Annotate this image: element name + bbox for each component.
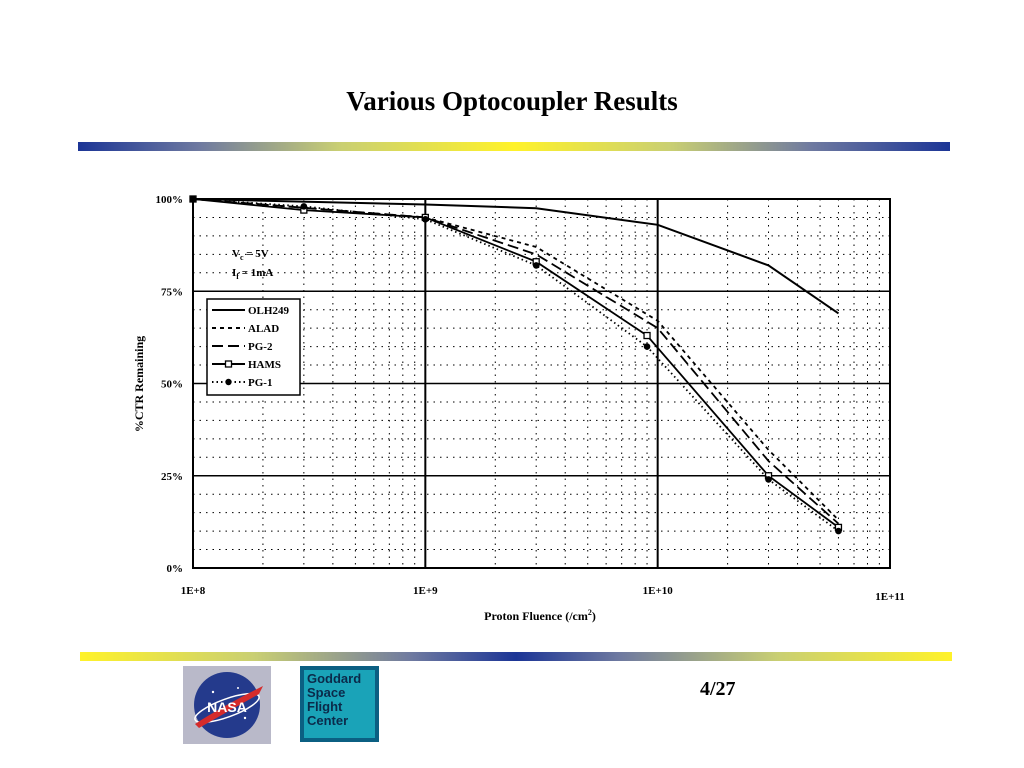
y-axis-label: %CTR Remaining: [132, 336, 146, 432]
data-point: [835, 527, 842, 535]
title-divider-bar: [78, 142, 950, 151]
data-point: [422, 215, 429, 223]
y-tick-label: 75%: [161, 286, 183, 298]
legend-frame: [206, 298, 301, 396]
legend-item: ALAD: [212, 323, 279, 335]
nasa-logo-text: NASA: [207, 699, 247, 715]
condition-if: If = 1mA: [232, 267, 273, 281]
y-tick-labels: 0% 25% 50% 75% 100%: [156, 194, 184, 575]
nasa-meatball-icon: NASA: [194, 672, 263, 738]
slide-title: Various Optocoupler Results: [346, 86, 678, 116]
y-tick-label: 100%: [156, 194, 184, 206]
y-tick-label: 25%: [161, 471, 183, 483]
legend-item: PG-2: [212, 341, 273, 353]
series-olh249: [192, 198, 840, 315]
y-tick-label: 0%: [167, 563, 184, 575]
data-point: [300, 203, 308, 210]
data-point: [189, 195, 197, 203]
condition-vc: Vc = 5V: [232, 248, 269, 262]
x-tick-label: 1E+8: [181, 585, 206, 597]
legend-item: HAMS: [212, 359, 281, 371]
legend-marker: [224, 360, 233, 368]
series-pg-1: [189, 195, 842, 535]
x-tick-labels: 1E+8 1E+9 1E+10 1E+11: [181, 585, 905, 603]
gsfc-logo-line: Goddard: [307, 671, 362, 686]
legend-label: HAMS: [248, 359, 281, 371]
legend-label: OLH249: [248, 305, 289, 317]
data-point: [532, 262, 540, 269]
gsfc-logo-line: Center: [307, 713, 349, 728]
chart-legend: OLH249 ALAD PG-2 HAMS PG-1: [206, 298, 301, 396]
test-conditions: Vc = 5V If = 1mA: [232, 248, 273, 281]
data-point: [643, 331, 651, 340]
plot-frame: [192, 198, 891, 569]
gsfc-logo: Goddard Space Flight Center: [300, 666, 379, 742]
x-axis-label: Proton Fluence (/cm2): [484, 608, 596, 623]
legend-label: ALAD: [248, 323, 279, 335]
x-tick-label: 1E+10: [643, 585, 674, 597]
page-number: 4/27: [700, 678, 736, 700]
footer-divider-bar: [80, 652, 952, 661]
legend-item: OLH249: [212, 305, 289, 317]
x-tick-label: 1E+11: [875, 591, 905, 603]
nasa-logo: NASA: [183, 666, 271, 744]
x-tick-label: 1E+9: [413, 585, 438, 597]
chart-series: [189, 195, 843, 535]
series-line: [192, 198, 840, 315]
legend-label: PG-1: [248, 377, 272, 389]
legend-label: PG-2: [248, 341, 273, 353]
chart-grid: [192, 198, 891, 569]
legend-item: PG-1: [212, 377, 272, 389]
gsfc-logo-line: Space: [307, 685, 346, 700]
ctr-line-chart: 0% 25% 50% 75% 100% 1E+8 1E+9 1E+10 1E+11 Proto…: [132, 194, 905, 623]
data-point: [643, 343, 651, 350]
gsfc-logo-line: Flight: [307, 699, 343, 714]
y-tick-label: 50%: [161, 379, 183, 391]
data-point: [765, 476, 772, 483]
legend-marker: [225, 378, 232, 386]
